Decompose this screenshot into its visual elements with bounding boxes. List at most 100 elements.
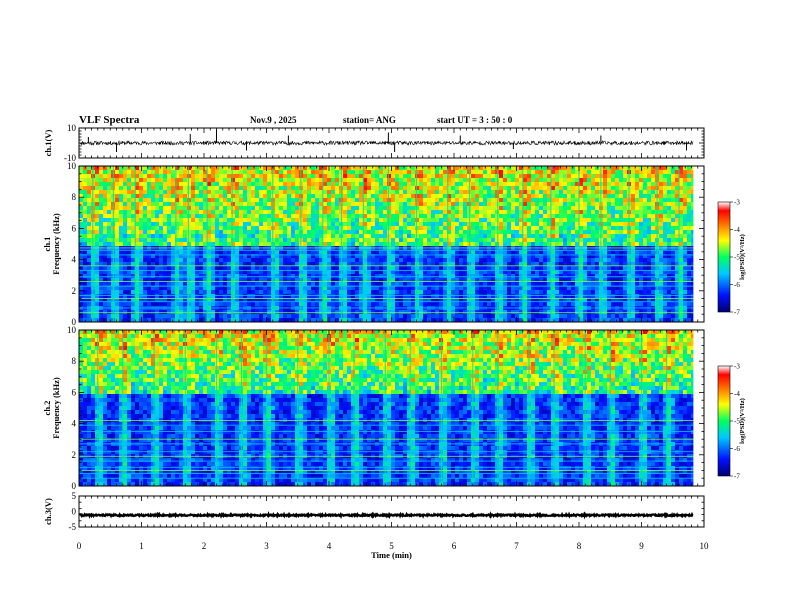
spectrogram-cell xyxy=(219,182,224,187)
spectrogram-cell xyxy=(371,226,376,231)
spectrogram-cell xyxy=(543,170,548,175)
spectrogram-cell xyxy=(443,214,448,219)
spectrogram-cell xyxy=(319,198,324,203)
spectrogram-cell xyxy=(179,262,184,267)
spectrogram-cell xyxy=(439,298,444,303)
spectrogram-cell xyxy=(183,274,188,279)
spectrogram-cell xyxy=(127,286,132,291)
spectrogram-cell xyxy=(403,238,408,243)
spectrogram-cell xyxy=(559,230,564,235)
spectrogram-cell xyxy=(275,202,280,207)
spectrogram-cell xyxy=(411,194,416,199)
spectrogram-cell xyxy=(167,270,172,275)
spectrogram-cell xyxy=(439,274,444,279)
spectrogram-cell xyxy=(447,242,452,247)
spectrogram-cell xyxy=(407,202,412,207)
spectrogram-cell xyxy=(559,194,564,199)
spectrogram-cell xyxy=(227,250,232,255)
spectrogram-cell xyxy=(107,294,112,299)
spectrogram-cell xyxy=(363,314,368,319)
spectrogram-cell xyxy=(235,318,240,323)
spectrogram-cell xyxy=(215,270,220,275)
spectrogram-cell xyxy=(279,182,284,187)
spectrogram-cell xyxy=(251,242,256,247)
spectrogram-cell xyxy=(239,270,244,275)
spectrogram-cell xyxy=(219,298,224,303)
spectrogram-cell xyxy=(491,186,496,191)
spectrogram-cell xyxy=(411,182,416,187)
spectrogram-cell xyxy=(355,210,360,215)
spectrogram-cell xyxy=(283,182,288,187)
spectrogram-cell xyxy=(179,298,184,303)
spectrogram-cell xyxy=(211,270,216,275)
spectrogram-cell xyxy=(455,298,460,303)
spectrogram-cell xyxy=(403,166,408,171)
spectrogram-cell xyxy=(251,286,256,291)
spectrogram-cell xyxy=(235,290,240,295)
spectrogram-cell xyxy=(151,294,156,299)
spectrogram-cell xyxy=(83,182,88,187)
spectrogram-cell xyxy=(163,254,168,259)
spectrogram-cell xyxy=(511,262,516,267)
spectrogram-cell xyxy=(503,282,508,287)
spectrogram-cell xyxy=(147,178,152,183)
spectrogram-cell xyxy=(555,318,560,323)
spectrogram-cell xyxy=(403,230,408,235)
spectrogram-cell xyxy=(275,258,280,263)
spectrogram-cell xyxy=(223,210,228,215)
spectrogram-cell xyxy=(419,294,424,299)
spectrogram-cell xyxy=(547,182,552,187)
spectrogram-cell xyxy=(407,166,412,171)
spectrogram-cell xyxy=(207,266,212,271)
spectrogram-cell xyxy=(463,286,468,291)
spectrogram-cell xyxy=(475,298,480,303)
spectrogram-cell xyxy=(251,258,256,263)
spectrogram-cell xyxy=(183,238,188,243)
spectrogram-cell xyxy=(295,254,300,259)
spectrogram-cell xyxy=(331,278,336,283)
spectrogram-cell xyxy=(179,214,184,219)
spectrogram-cell xyxy=(235,210,240,215)
spectrogram-cell xyxy=(411,186,416,191)
spectrogram-cell xyxy=(435,254,440,259)
spectrogram-cell xyxy=(155,190,160,195)
spectrogram-cell xyxy=(527,230,532,235)
spectrogram-cell xyxy=(159,166,164,171)
spectrogram-cell xyxy=(251,178,256,183)
spectrogram-cell xyxy=(195,194,200,199)
spectrogram-cell xyxy=(483,238,488,243)
spectrogram-cell xyxy=(187,318,192,323)
spectrogram-cell xyxy=(79,258,84,263)
spectrogram-cell xyxy=(143,290,148,295)
spectrogram-cell xyxy=(463,190,468,195)
spectrogram-cell xyxy=(451,198,456,203)
spectrogram-cell xyxy=(259,166,264,171)
spectrogram-cell xyxy=(483,170,488,175)
spectrogram-cell xyxy=(559,174,564,179)
spectrogram-cell xyxy=(103,266,108,271)
spectrogram-cell xyxy=(523,318,528,323)
spectrogram-cell xyxy=(175,314,180,319)
spectrogram-cell xyxy=(303,190,308,195)
spectrogram-cell xyxy=(463,206,468,211)
spectrogram-cell xyxy=(471,286,476,291)
spectrogram-cell xyxy=(411,166,416,171)
spectrogram-cell xyxy=(383,214,388,219)
spectrogram-cell xyxy=(411,214,416,219)
spectrogram-cell xyxy=(355,278,360,283)
spectrogram-cell xyxy=(171,178,176,183)
spectrogram-cell xyxy=(143,278,148,283)
spectrogram-cell xyxy=(247,262,252,267)
spectrogram-cell xyxy=(155,206,160,211)
spectrogram-cell xyxy=(335,202,340,207)
spectrogram-cell xyxy=(551,170,556,175)
spectrogram-cell xyxy=(367,174,372,179)
spectrogram-cell xyxy=(523,222,528,227)
spectrogram-cell xyxy=(359,258,364,263)
spectrogram-cell xyxy=(523,234,528,239)
spectrogram-cell xyxy=(355,318,360,323)
spectrogram-cell xyxy=(503,186,508,191)
spectrogram-cell xyxy=(243,198,248,203)
spectrogram-cell xyxy=(527,190,532,195)
spectrogram-cell xyxy=(171,270,176,275)
